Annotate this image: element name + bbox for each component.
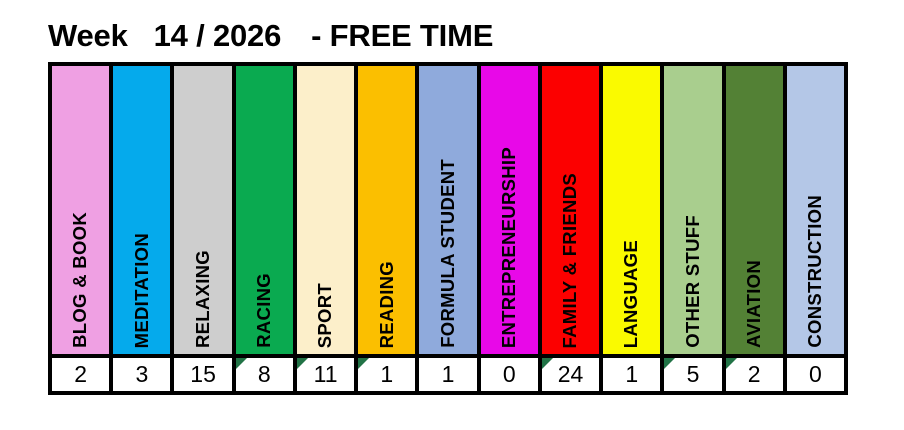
- category-label-wrap: RACING: [236, 66, 293, 348]
- comment-flag-icon: [235, 358, 247, 369]
- comment-flag-icon: [358, 358, 370, 369]
- comment-flag-icon: [541, 358, 553, 369]
- comment-flag-icon: [664, 358, 676, 369]
- category-label-wrap: OTHER STUFF: [664, 66, 721, 348]
- category-label-wrap: SPORT: [297, 66, 354, 348]
- category-label: SPORT: [314, 282, 336, 348]
- value-cell-aviation[interactable]: 2: [725, 358, 783, 391]
- category-column-construction[interactable]: CONSTRUCTION: [786, 66, 845, 354]
- value-cell-sport[interactable]: 11: [296, 358, 355, 391]
- value-cell-other-stuff[interactable]: 5: [664, 358, 722, 391]
- category-column-language[interactable]: LANGUAGE: [603, 66, 661, 354]
- category-label: RELAXING: [191, 250, 213, 348]
- category-column-entrepreneurship[interactable]: ENTREPRENEURSHIP: [480, 66, 538, 354]
- category-column-meditation[interactable]: MEDITATION: [113, 66, 171, 354]
- category-label-wrap: BLOG & BOOK: [52, 66, 109, 348]
- category-label: FORMULA STUDENT: [436, 159, 458, 348]
- title-suffix: - FREE TIME: [311, 18, 494, 53]
- value-text: 3: [135, 361, 149, 387]
- value-text: 0: [502, 361, 516, 387]
- category-label: ENTREPRENEURSHIP: [498, 146, 519, 348]
- category-label-wrap: CONSTRUCTION: [787, 66, 844, 348]
- value-cell-relaxing[interactable]: 15: [174, 358, 232, 391]
- comment-flag-icon: [296, 358, 308, 369]
- category-label: LANGUAGE: [620, 239, 642, 348]
- category-label: CONSTRUCTION: [804, 195, 826, 348]
- page-title: Week 14 / 2026 - FREE TIME: [48, 14, 493, 58]
- category-label-wrap: FORMULA STUDENT: [419, 66, 476, 348]
- value-text: 1: [625, 361, 639, 387]
- value-cell-family-and-friends[interactable]: 24: [541, 358, 600, 391]
- category-label: FAMILY & FRIENDS: [559, 172, 581, 348]
- value-row: 2 3 15 8 11 1 1 0: [52, 354, 845, 391]
- category-label: OTHER STUFF: [681, 215, 703, 348]
- category-column-reading[interactable]: READING: [358, 66, 416, 354]
- category-label-wrap: FAMILY & FRIENDS: [542, 66, 599, 348]
- value-text: 24: [557, 361, 584, 387]
- category-label: AVIATION: [742, 259, 764, 348]
- value-text: 5: [686, 361, 700, 387]
- category-label-wrap: RELAXING: [174, 66, 231, 348]
- title-week-word: Week: [48, 18, 128, 53]
- value-cell-blog-and-book[interactable]: 2: [52, 358, 110, 391]
- value-text: 1: [380, 361, 394, 387]
- comment-flag-icon: [725, 358, 737, 369]
- category-label: READING: [375, 260, 397, 348]
- category-label-wrap: MEDITATION: [113, 66, 170, 348]
- category-header-row: BLOG & BOOK MEDITATION RELAXING RACING: [52, 66, 845, 354]
- value-text: 11: [313, 361, 338, 387]
- category-column-blog-and-book[interactable]: BLOG & BOOK: [52, 66, 110, 354]
- value-cell-language[interactable]: 1: [603, 358, 661, 391]
- value-text: 2: [74, 361, 88, 387]
- category-column-formula-student[interactable]: FORMULA STUDENT: [419, 66, 477, 354]
- category-label-wrap: LANGUAGE: [603, 66, 660, 348]
- category-label: MEDITATION: [130, 232, 152, 348]
- value-text: 1: [441, 361, 455, 387]
- category-column-relaxing[interactable]: RELAXING: [174, 66, 232, 354]
- value-cell-racing[interactable]: 8: [235, 358, 293, 391]
- value-text: 15: [190, 361, 216, 387]
- category-column-family-and-friends[interactable]: FAMILY & FRIENDS: [541, 66, 600, 354]
- title-week-number: 14 / 2026: [153, 18, 282, 53]
- value-cell-construction[interactable]: 0: [786, 358, 845, 391]
- category-label-wrap: AVIATION: [726, 66, 783, 348]
- category-column-racing[interactable]: RACING: [235, 66, 293, 354]
- value-cell-formula-student[interactable]: 1: [419, 358, 477, 391]
- category-label: BLOG & BOOK: [69, 212, 91, 348]
- category-table: BLOG & BOOK MEDITATION RELAXING RACING: [48, 62, 848, 395]
- value-cell-entrepreneurship[interactable]: 0: [480, 358, 538, 391]
- category-column-aviation[interactable]: AVIATION: [725, 66, 783, 354]
- value-cell-reading[interactable]: 1: [358, 358, 416, 391]
- value-text: 8: [257, 361, 271, 387]
- value-text: 2: [747, 361, 761, 387]
- category-column-other-stuff[interactable]: OTHER STUFF: [664, 66, 722, 354]
- category-label-wrap: READING: [358, 66, 415, 348]
- value-cell-meditation[interactable]: 3: [113, 358, 171, 391]
- value-text: 0: [809, 361, 822, 387]
- category-label-wrap: ENTREPRENEURSHIP: [481, 66, 538, 348]
- category-label: RACING: [253, 273, 275, 348]
- category-column-sport[interactable]: SPORT: [296, 66, 355, 354]
